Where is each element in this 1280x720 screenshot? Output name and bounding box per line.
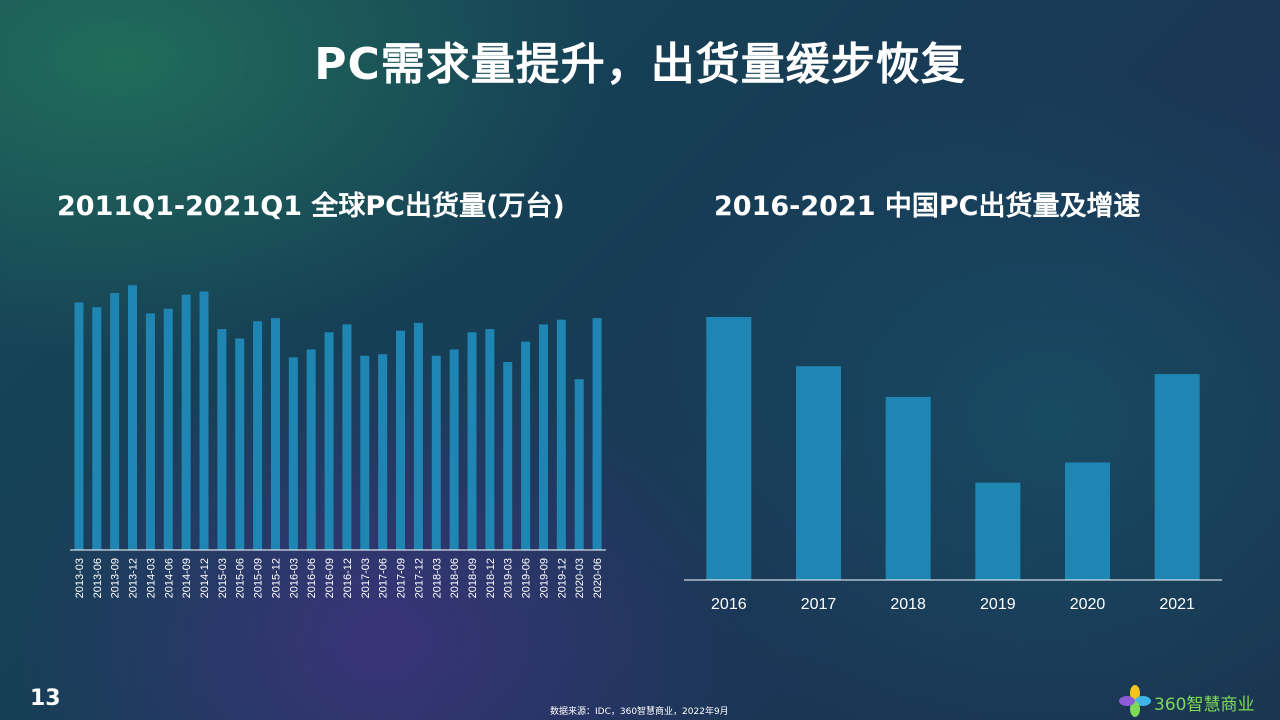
- logo: 360智慧商业: [1118, 684, 1278, 718]
- bar: [92, 307, 102, 550]
- bar: [485, 329, 495, 550]
- x-tick-label: 2013-03: [74, 558, 86, 598]
- bar: [521, 341, 531, 550]
- x-tick-label: 2015-03: [217, 558, 229, 598]
- slide-title: PC需求量提升，出货量缓步恢复: [314, 39, 966, 90]
- x-tick-label: 2014-12: [199, 558, 211, 598]
- bar: [342, 324, 352, 550]
- bar: [181, 294, 191, 550]
- x-tick-label: 2013-12: [128, 558, 140, 598]
- x-tick-label: 2019-03: [503, 558, 515, 598]
- x-tick-label: 2016-09: [324, 558, 336, 598]
- x-tick-label: 2019-06: [521, 558, 533, 598]
- bar: [110, 293, 120, 550]
- x-tick-label: 2015-09: [253, 558, 265, 598]
- bar: [199, 291, 209, 550]
- x-tick-label: 2021: [1159, 596, 1195, 613]
- bar: [449, 349, 459, 550]
- x-tick-label: 2017-03: [360, 558, 372, 598]
- x-tick-label: 2016-03: [288, 558, 300, 598]
- bar: [74, 302, 84, 550]
- bar: [885, 396, 931, 580]
- x-tick-label: 2020-03: [574, 558, 586, 598]
- x-tick-label: 2013-09: [110, 558, 122, 598]
- source-note: 数据来源：IDC，360智慧商业，2022年9月: [550, 707, 729, 717]
- x-tick-label: 2019: [980, 596, 1016, 613]
- bar: [145, 313, 155, 550]
- bar: [360, 355, 370, 550]
- bar: [235, 338, 245, 550]
- bar: [574, 379, 584, 550]
- bar: [467, 332, 477, 550]
- bar: [217, 329, 227, 550]
- right-chart-title: 2016-2021 中国PC出货量及增速: [714, 191, 1141, 222]
- bar: [1154, 374, 1200, 580]
- x-tick-label: 2017-09: [396, 558, 408, 598]
- x-tick-label: 2014-09: [181, 558, 193, 598]
- bar: [592, 318, 602, 550]
- bar: [413, 322, 423, 550]
- bar: [306, 349, 316, 550]
- bar: [270, 318, 280, 550]
- x-tick-label: 2014-06: [163, 558, 175, 598]
- x-tick-label: 2018-09: [467, 558, 479, 598]
- bar: [128, 285, 138, 550]
- logo-icon: [1119, 685, 1151, 717]
- bar: [503, 362, 513, 550]
- x-tick-label: 2016-06: [306, 558, 318, 598]
- bar: [431, 355, 441, 550]
- bar: [1065, 462, 1110, 580]
- x-tick-label: 2018-12: [485, 558, 497, 598]
- x-tick-label: 2020-06: [592, 558, 604, 598]
- x-tick-label: 2013-06: [92, 558, 104, 598]
- x-tick-label: 2018-03: [431, 558, 443, 598]
- x-tick-label: 2018: [890, 596, 926, 613]
- x-tick-label: 2019-12: [556, 558, 568, 598]
- x-tick-label: 2014-03: [145, 558, 157, 598]
- bar: [975, 482, 1021, 580]
- bar: [253, 321, 263, 550]
- bar: [324, 332, 334, 550]
- x-tick-label: 2017: [801, 596, 837, 613]
- x-tick-label: 2016: [711, 596, 747, 613]
- x-tick-label: 2018-06: [449, 558, 461, 598]
- x-tick-label: 2017-06: [378, 558, 390, 598]
- left-chart-title: 2011Q1-2021Q1 全球PC出货量(万台): [57, 191, 565, 222]
- x-tick-label: 2016-12: [342, 558, 354, 598]
- bar: [538, 324, 548, 550]
- bar: [288, 357, 298, 550]
- x-tick-label: 2019-09: [538, 558, 550, 598]
- bar: [163, 308, 173, 550]
- bar: [796, 366, 841, 580]
- bar: [396, 330, 406, 550]
- x-tick-label: 2017-12: [413, 558, 425, 598]
- x-tick-label: 2015-06: [235, 558, 247, 598]
- bar: [706, 317, 752, 580]
- x-tick-label: 2020: [1070, 596, 1106, 613]
- page-number: 13: [30, 686, 61, 711]
- bar: [378, 354, 388, 550]
- logo-text: 360智慧商业: [1154, 695, 1255, 715]
- bar: [556, 319, 566, 550]
- x-tick-label: 2015-12: [270, 558, 282, 598]
